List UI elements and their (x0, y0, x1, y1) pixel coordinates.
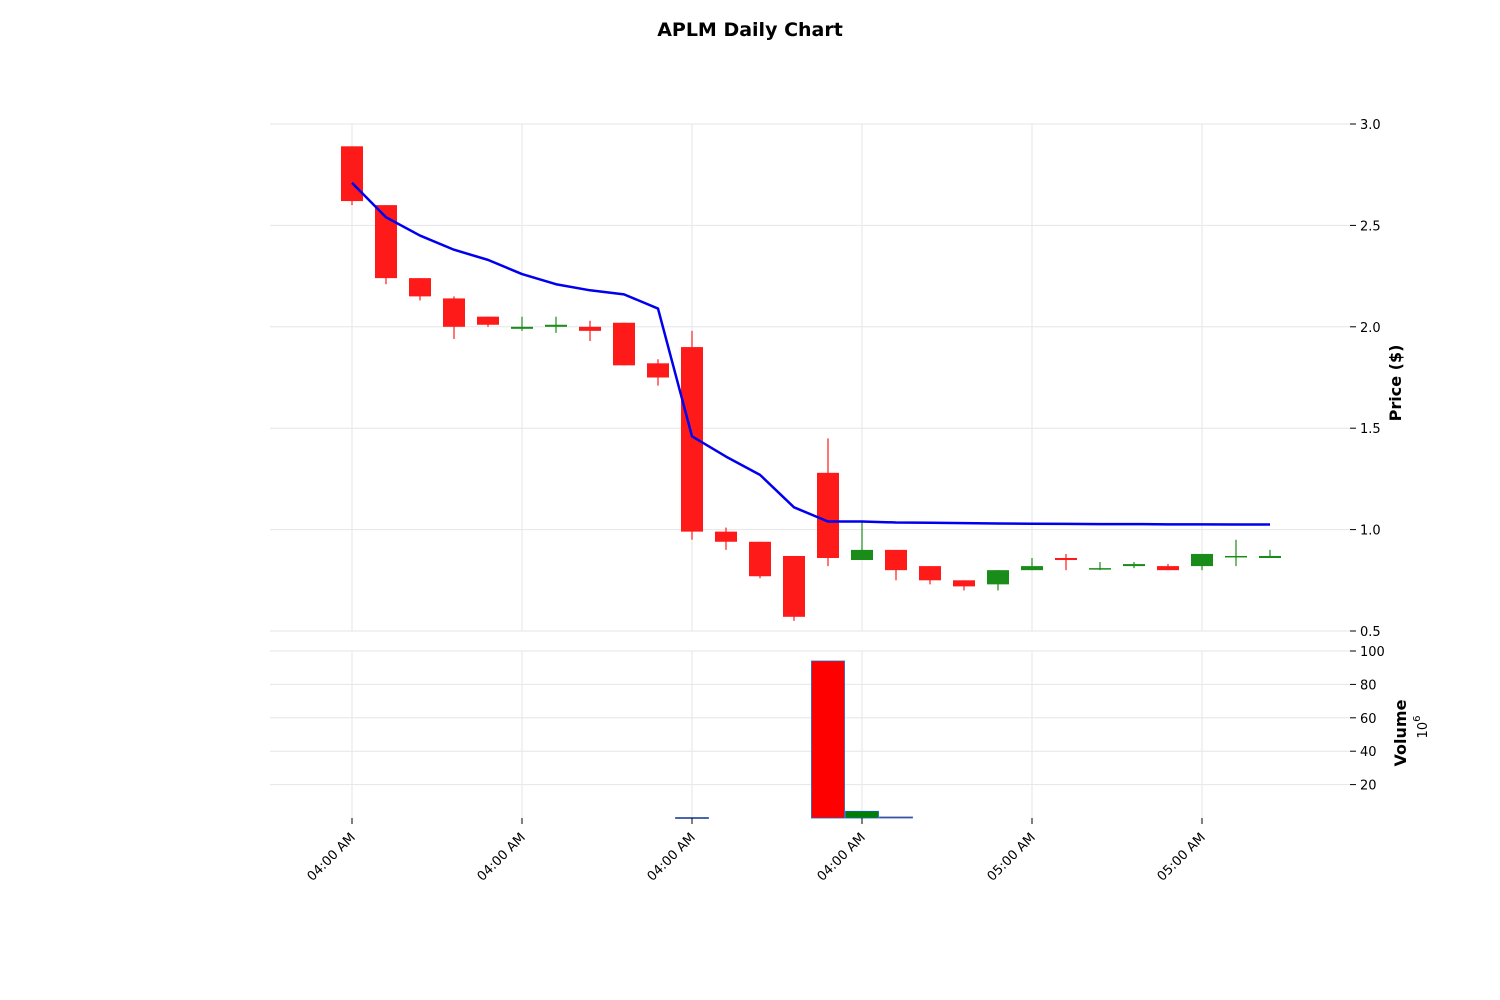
candle-body (953, 580, 975, 587)
price-tick-label: 0.5 (1360, 625, 1381, 640)
candle-body (545, 324, 567, 327)
candle-body (511, 326, 533, 329)
candle (715, 527, 737, 550)
volume-bar (879, 816, 913, 819)
candle (817, 438, 839, 567)
candle (1259, 549, 1281, 558)
candle (783, 555, 805, 621)
candle-body (851, 549, 873, 561)
candle-body (375, 205, 397, 279)
candle (1021, 557, 1043, 571)
candle (1055, 553, 1077, 571)
volume-tick-label: 60 (1360, 712, 1377, 727)
candle-body (885, 549, 907, 571)
price-axis-label: Price ($) (1386, 345, 1405, 422)
candle-body (647, 363, 669, 378)
x-tick-label: 05:00 AM (985, 830, 1039, 884)
candle (1225, 539, 1247, 567)
candle-body (1259, 555, 1281, 558)
candle-body (749, 541, 771, 577)
candles (341, 146, 1281, 621)
candle-body (579, 326, 601, 331)
candle (647, 359, 669, 386)
x-tick-label: 04:00 AM (475, 830, 529, 884)
x-tick-label: 04:00 AM (815, 830, 869, 884)
candle (885, 549, 907, 581)
candle-body (613, 322, 635, 366)
candle-body (1089, 568, 1111, 570)
volume-tick-label: 100 (1360, 645, 1385, 660)
volume-exponent-power: 6 (1412, 716, 1423, 722)
candle-body (987, 570, 1009, 585)
candle (953, 580, 975, 591)
candle (851, 521, 873, 561)
candle-body (1157, 566, 1179, 571)
volume-bar (811, 660, 845, 819)
x-tick-label: 04:00 AM (645, 830, 699, 884)
candle (409, 278, 431, 301)
volume-axis-label: Volume (1391, 699, 1410, 766)
candle-body (1225, 555, 1247, 558)
candle-body (817, 472, 839, 558)
price-tick-label: 2.5 (1360, 219, 1381, 234)
candle (545, 316, 567, 333)
volume-tick-label: 20 (1360, 779, 1377, 794)
volume-bar (845, 810, 879, 819)
candle-body (681, 347, 703, 532)
x-tick-label: 05:00 AM (1155, 830, 1209, 884)
candle (443, 296, 465, 339)
volume-tick-label: 40 (1360, 745, 1377, 760)
volume-exponent-label: 106 (1412, 716, 1431, 739)
candle (613, 322, 635, 366)
chart-title: APLM Daily Chart (657, 19, 843, 41)
candle-body (409, 278, 431, 297)
candle (1089, 562, 1111, 571)
candle (987, 570, 1009, 591)
candle (1157, 564, 1179, 571)
candle-body (1055, 557, 1077, 561)
candle-body (1123, 564, 1145, 567)
candle-body (477, 316, 499, 325)
candle-body (715, 531, 737, 542)
candle (749, 541, 771, 579)
moving-average (351, 181, 1270, 526)
candle (919, 566, 941, 585)
grid-lines (270, 123, 1350, 818)
x-tick-label: 04:00 AM (305, 830, 359, 884)
candle-body (783, 555, 805, 617)
moving-average-line (351, 181, 1270, 526)
candle (511, 316, 533, 331)
price-tick-label: 1.0 (1360, 524, 1381, 539)
candle (579, 320, 601, 341)
candle-body (341, 146, 363, 202)
candle (477, 316, 499, 327)
price-tick-label: 1.5 (1360, 422, 1381, 437)
candle-body (443, 298, 465, 327)
candle-body (919, 566, 941, 581)
volume-tick-label: 80 (1360, 678, 1377, 693)
candle (1191, 553, 1213, 571)
price-tick-label: 3.0 (1360, 118, 1381, 133)
candle-body (1191, 553, 1213, 567)
candle (1123, 562, 1145, 569)
volume-bars (675, 660, 913, 819)
candle-body (1021, 566, 1043, 571)
price-tick-label: 2.0 (1360, 321, 1381, 336)
volume-exponent-base: 10 (1416, 722, 1431, 739)
candle (341, 146, 363, 206)
